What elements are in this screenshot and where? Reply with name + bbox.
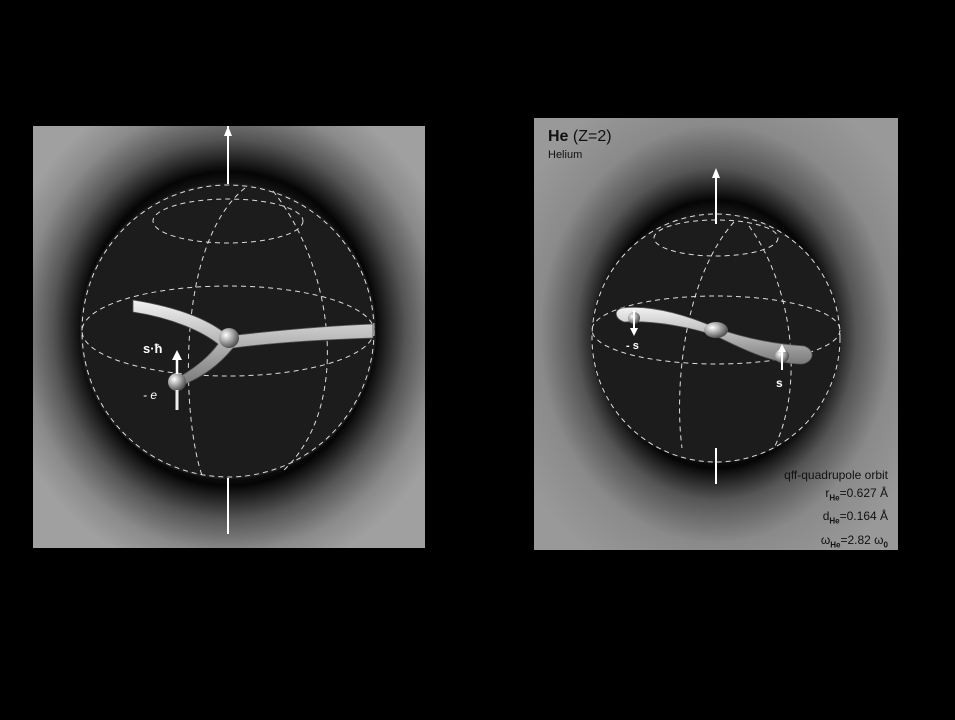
spin-label: s·ħ bbox=[143, 341, 163, 356]
axis-arrowhead bbox=[224, 126, 232, 136]
spin-arrowhead bbox=[172, 350, 182, 360]
orbit-title: qff-quadrupole orbit bbox=[784, 468, 888, 482]
electron bbox=[168, 373, 186, 391]
meridian-2 bbox=[748, 225, 792, 449]
meridian-1 bbox=[187, 187, 246, 479]
axis-arrowhead bbox=[712, 168, 720, 178]
helium-sphere-graphic bbox=[534, 118, 898, 550]
element-title: He (Z=2) bbox=[548, 128, 612, 146]
element-z: (Z=2) bbox=[572, 128, 612, 145]
nucleus bbox=[219, 328, 239, 348]
electron-label: - e bbox=[143, 388, 158, 402]
distance-param: dHe=0.164 Å bbox=[822, 509, 888, 526]
equator-ellipse bbox=[591, 295, 841, 365]
spin-arrowhead-left bbox=[630, 328, 638, 336]
spin-neg-label: - s bbox=[626, 340, 639, 352]
electron-sphere-graphic bbox=[33, 126, 425, 548]
polar-cap-ellipse bbox=[152, 198, 304, 244]
spin-arrowhead-right bbox=[778, 344, 786, 352]
radius-param: rHe=0.627 Å bbox=[825, 486, 888, 503]
nucleus bbox=[704, 322, 728, 338]
element-name: Helium bbox=[548, 149, 583, 161]
slide-background: s·ħ - e bbox=[8, 8, 952, 718]
equator-ellipse bbox=[81, 285, 375, 377]
electron-sphere-diagram: s·ħ - e bbox=[33, 126, 425, 548]
helium-sphere-diagram: He (Z=2) Helium - s s qff-quadrupole orb… bbox=[534, 118, 898, 550]
meridian-1 bbox=[679, 221, 735, 449]
element-symbol: He bbox=[548, 128, 569, 145]
frequency-param: ωHe=2.82 ω0 bbox=[820, 532, 888, 550]
orbit-parameters: qff-quadrupole orbit rHe=0.627 Å dHe=0.1… bbox=[784, 466, 888, 550]
spin-pos-label: s bbox=[776, 376, 783, 390]
sphere-outline bbox=[591, 213, 841, 463]
